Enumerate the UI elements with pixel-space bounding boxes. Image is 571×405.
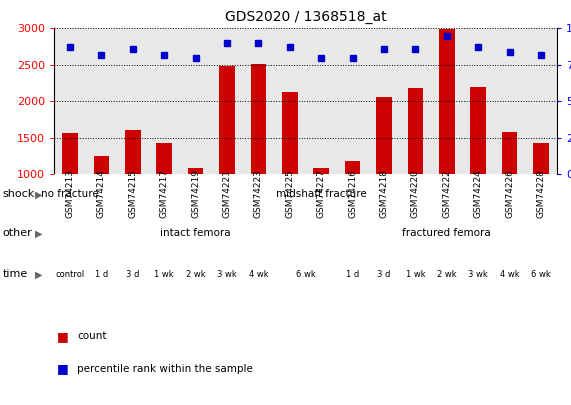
Bar [125,130,140,174]
Text: GSM74228: GSM74228 [537,169,545,218]
Text: 3 wk: 3 wk [468,270,488,279]
Text: 2 wk: 2 wk [437,270,457,279]
Bar [376,97,392,174]
Bar [251,64,266,174]
Text: other: other [3,228,33,239]
Text: GSM74218: GSM74218 [380,169,388,218]
Text: time: time [3,269,28,279]
Text: intact femora: intact femora [160,228,231,239]
Bar [408,88,423,174]
Text: GSM74227: GSM74227 [317,169,325,218]
Text: GSM74215: GSM74215 [128,169,137,218]
Text: GDS2020 / 1368518_at: GDS2020 / 1368518_at [224,10,387,24]
Text: shock: shock [3,190,35,199]
Bar [471,87,486,174]
Text: GSM74216: GSM74216 [348,169,357,218]
Text: GSM74226: GSM74226 [505,169,514,218]
Bar [345,161,360,174]
Text: midshaft fracture: midshaft fracture [276,190,367,199]
Text: ■: ■ [57,362,69,375]
Text: GSM74222: GSM74222 [443,169,451,218]
Text: 4 wk: 4 wk [248,270,268,279]
Text: GSM74224: GSM74224 [474,169,482,218]
Text: GSM74214: GSM74214 [97,169,106,218]
Text: GSM74220: GSM74220 [411,169,420,218]
Text: 4 wk: 4 wk [500,270,520,279]
Text: 6 wk: 6 wk [531,270,551,279]
Text: count: count [77,331,107,341]
Bar [156,143,172,174]
Bar [219,66,235,174]
Text: 3 wk: 3 wk [217,270,237,279]
Text: 1 d: 1 d [346,270,359,279]
Bar [439,29,455,174]
Text: ■: ■ [57,330,69,343]
Bar [94,156,109,174]
Text: ▶: ▶ [35,190,43,199]
Bar [313,168,329,174]
Text: 1 wk: 1 wk [154,270,174,279]
Text: fractured femora: fractured femora [403,228,491,239]
Text: 3 d: 3 d [377,270,391,279]
Text: GSM74223: GSM74223 [254,169,263,218]
Text: GSM74219: GSM74219 [191,169,200,218]
Bar [282,92,297,174]
Text: control: control [55,270,85,279]
Text: percentile rank within the sample: percentile rank within the sample [77,364,253,373]
Text: 1 d: 1 d [95,270,108,279]
Text: GSM74221: GSM74221 [223,169,231,218]
Bar [62,132,78,174]
Text: 2 wk: 2 wk [186,270,206,279]
Text: GSM74217: GSM74217 [160,169,168,218]
Text: ▶: ▶ [35,269,43,279]
Text: GSM74213: GSM74213 [66,169,74,218]
Text: ▶: ▶ [35,228,43,239]
Bar [533,143,549,174]
Bar [502,132,517,174]
Text: GSM74225: GSM74225 [286,169,294,218]
Text: 3 d: 3 d [126,270,139,279]
Text: 1 wk: 1 wk [405,270,425,279]
Text: no fracture: no fracture [41,190,99,199]
Text: 6 wk: 6 wk [296,270,315,279]
Bar [188,168,203,174]
